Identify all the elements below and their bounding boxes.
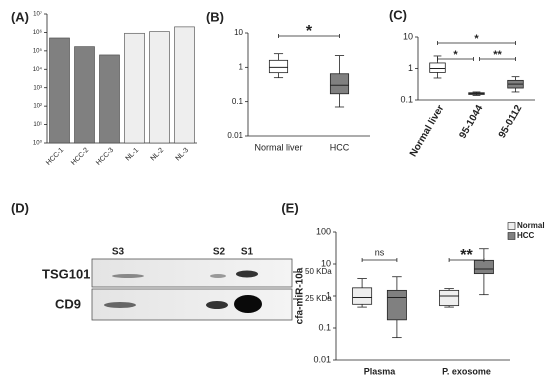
x-tick-label: NL-3 — [175, 147, 191, 163]
lane-label: S3 — [112, 247, 125, 258]
x-tick-label: HCC — [330, 142, 350, 152]
x-tick-label: 95-1044 — [458, 103, 486, 141]
y-tick-label: 10⁰ — [33, 140, 43, 147]
bar — [49, 37, 70, 144]
band — [112, 274, 144, 278]
y-tick-label: 0.01 — [313, 354, 331, 364]
legend-swatch — [507, 232, 516, 240]
blot-image — [91, 258, 302, 321]
y-tick-label: 0.01 — [227, 131, 243, 140]
x-tick-label: P. exosome — [442, 366, 491, 376]
panel-label: (E) — [281, 200, 298, 215]
y-tick-label: 10⁵ — [33, 47, 43, 54]
bar — [149, 31, 170, 144]
box — [386, 289, 407, 321]
sig-label: * — [453, 49, 458, 61]
box — [473, 259, 494, 275]
x-tick-label: HCC-2 — [70, 147, 90, 167]
marker-label: 25 KDa — [305, 294, 332, 303]
y-axis-label: cfa-miR-10a — [295, 267, 306, 324]
bar — [174, 26, 195, 144]
y-tick-label: 1 — [408, 63, 413, 73]
y-tick-label: 1 — [239, 62, 244, 71]
box — [352, 287, 373, 305]
y-tick-label: 10⁴ — [33, 66, 43, 73]
y-tick-label: 0.1 — [232, 97, 244, 106]
legend-label: Normal — [517, 221, 545, 230]
y-tick-label: 10 — [321, 258, 331, 268]
y-tick-label: 0.1 — [318, 322, 331, 332]
lane-label: S2 — [213, 247, 226, 258]
y-tick-label: 10³ — [33, 85, 42, 91]
lane-label: S1 — [241, 247, 254, 258]
x-tick-label: 95-0112 — [497, 103, 525, 140]
box — [439, 289, 460, 307]
bar — [74, 46, 95, 144]
band — [206, 301, 228, 309]
y-tick-label: 10⁷ — [33, 11, 42, 18]
y-tick-label: 100 — [316, 226, 331, 236]
sig-label: * — [474, 33, 479, 45]
y-tick-label: 10² — [33, 104, 42, 110]
row-label: CD9 — [55, 296, 81, 311]
row-label: TSG101 — [42, 266, 90, 281]
box — [429, 62, 446, 73]
panel-label: (B) — [206, 9, 224, 24]
bar — [124, 32, 145, 144]
x-tick-label: HCC-1 — [45, 147, 65, 167]
y-tick-label: 0.1 — [400, 94, 413, 104]
box — [268, 59, 289, 74]
legend-swatch — [507, 222, 516, 230]
panel-label: (C) — [389, 7, 407, 22]
sig-label: * — [306, 23, 313, 40]
sig-label: ** — [493, 49, 502, 61]
panel-label: (D) — [11, 200, 29, 215]
y-tick-label: 10⁶ — [33, 29, 43, 36]
x-tick-label: Normal liver — [254, 142, 302, 152]
band — [210, 274, 226, 278]
bar — [99, 54, 120, 144]
x-tick-label: NL-2 — [150, 147, 166, 163]
x-tick-label: Plasma — [364, 366, 397, 376]
y-tick-label: 10 — [403, 31, 413, 41]
marker-label: 50 KDa — [305, 267, 332, 276]
y-tick-label: 10 — [234, 28, 243, 37]
y-tick-label: 10¹ — [33, 122, 42, 128]
band — [104, 302, 136, 308]
legend-label: HCC — [517, 231, 535, 240]
box — [329, 73, 350, 95]
x-tick-label: Normal liver — [408, 103, 446, 159]
blot-strip — [91, 258, 293, 288]
sig-label: ** — [460, 247, 473, 264]
x-tick-label: NL-1 — [125, 147, 141, 163]
band — [234, 295, 262, 313]
y-tick-label: 1 — [326, 290, 331, 300]
panel-label: (A) — [11, 9, 29, 24]
band — [236, 270, 258, 278]
sig-label: ns — [375, 247, 385, 257]
x-tick-label: HCC-3 — [95, 147, 115, 167]
